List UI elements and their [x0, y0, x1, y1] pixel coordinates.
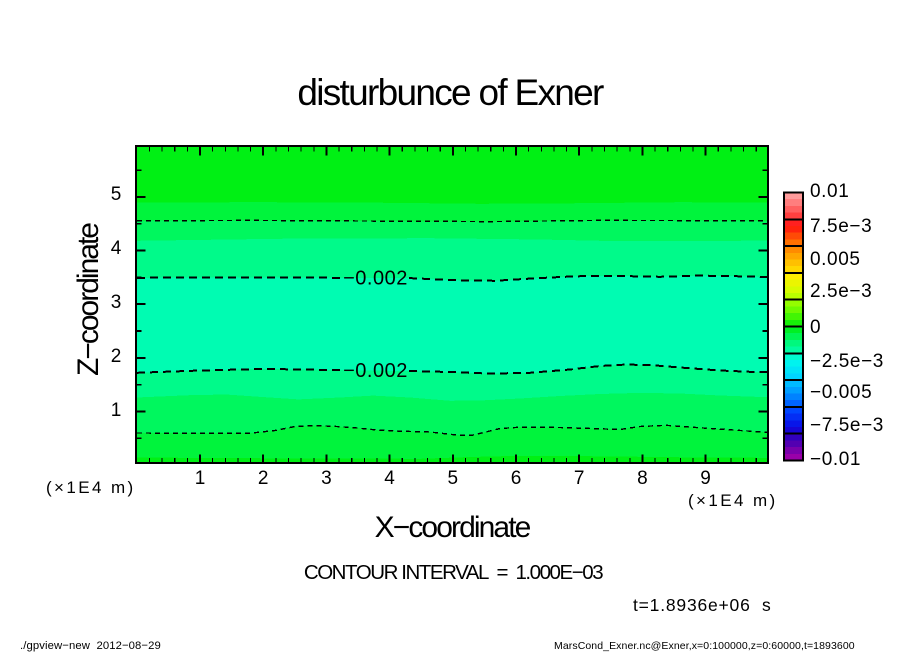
svg-text:−0.002: −0.002	[343, 360, 408, 382]
svg-text:−0.002: −0.002	[343, 268, 408, 290]
